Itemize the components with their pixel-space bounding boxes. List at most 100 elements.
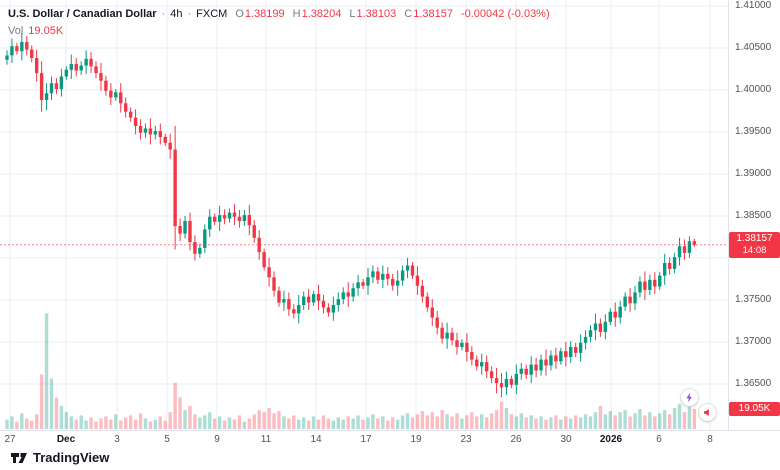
price-axis-label: 1.39500 xyxy=(735,125,772,137)
volume-bar xyxy=(277,411,281,429)
time-axis-label: 2026 xyxy=(599,434,623,445)
candle-body xyxy=(252,225,256,238)
candle-body xyxy=(311,294,316,303)
candle-body xyxy=(123,103,128,112)
volume-bar xyxy=(114,414,118,429)
volume-bar xyxy=(247,418,252,429)
exchange-label: FXCM xyxy=(196,8,228,20)
time-axis-label: Dec xyxy=(56,434,76,445)
candle-body xyxy=(415,275,420,286)
high-value: 1.38204 xyxy=(301,8,342,20)
low-value: 1.38103 xyxy=(356,8,397,20)
volume-row: Vol 19.05K xyxy=(8,25,63,37)
candle-body xyxy=(544,359,548,366)
volume-bar xyxy=(158,416,162,429)
candle-body xyxy=(430,307,434,318)
candle-body xyxy=(104,80,108,91)
volume-bar xyxy=(104,416,108,429)
time-axis-label: 23 xyxy=(460,434,472,445)
candle-body xyxy=(336,299,341,305)
volume-bar xyxy=(534,418,538,429)
volume-bar xyxy=(425,415,430,430)
volume-bar xyxy=(687,406,692,429)
volume-bar xyxy=(143,418,148,429)
candle-body xyxy=(598,323,603,332)
price-axis-label: 1.36500 xyxy=(735,378,772,389)
candle-body xyxy=(10,46,14,56)
candle-body xyxy=(34,58,39,74)
interval-label[interactable]: 4h xyxy=(170,8,183,20)
volume-bar xyxy=(306,420,311,429)
candlestick-chart-canvas[interactable] xyxy=(0,0,728,430)
candle-body xyxy=(321,300,326,308)
candle-body xyxy=(114,92,118,98)
open-value: 1.38199 xyxy=(244,8,285,20)
candle-body xyxy=(119,92,123,104)
candle-body xyxy=(109,90,113,98)
change-value: -0.00042 (-0.03%) xyxy=(460,8,550,20)
volume-bar xyxy=(415,414,420,429)
volume-bar xyxy=(504,408,509,429)
candle-body xyxy=(94,66,98,74)
volume-bar xyxy=(573,415,578,430)
tradingview-logo[interactable]: TradingView xyxy=(10,450,109,465)
candle-body xyxy=(89,58,93,67)
volume-bar xyxy=(311,416,316,429)
candle-body xyxy=(39,73,44,100)
volume-bar xyxy=(262,412,266,429)
candle-body xyxy=(509,378,514,385)
volume-bar xyxy=(692,409,697,429)
candle-body xyxy=(277,290,281,303)
candle-body xyxy=(573,347,578,353)
volume-bar xyxy=(613,415,617,430)
time-axis[interactable]: 27 Dec 3 5 9 11 14 17 19 23 26 30 2026 6 8 xyxy=(0,430,780,450)
ohlc-high: H 1.38204 xyxy=(293,8,342,20)
candle-body xyxy=(667,263,672,269)
candle-body xyxy=(677,246,682,258)
candle-body xyxy=(282,299,286,303)
lightning-icon xyxy=(686,392,692,403)
volume-bar xyxy=(163,420,167,429)
close-label: C xyxy=(404,8,413,20)
candle-body xyxy=(227,212,232,219)
volume-bar xyxy=(598,405,603,429)
candle-body xyxy=(638,281,642,293)
volume-bar xyxy=(217,416,222,429)
volume-bar xyxy=(653,416,657,429)
volume-bar xyxy=(346,416,350,429)
tradingview-logo-text: TradingView xyxy=(33,450,110,465)
candle-body xyxy=(475,359,479,367)
boost-icon[interactable] xyxy=(681,389,698,406)
volume-bar xyxy=(74,419,78,430)
volume-bar xyxy=(89,417,93,429)
volume-bar xyxy=(529,415,533,430)
candle-body xyxy=(153,131,158,135)
candle-body xyxy=(49,83,54,94)
candle-body xyxy=(287,299,291,310)
volume-bar xyxy=(128,415,133,430)
candle-body xyxy=(99,73,103,81)
volume-bar xyxy=(193,414,197,429)
candle-body xyxy=(425,296,430,308)
candle-body xyxy=(74,63,78,71)
volume-bar xyxy=(30,420,34,429)
volume-bar xyxy=(420,411,425,429)
price-axis[interactable]: 1.38157 14:08 19.05K 1.41000 1.40500 1.400… xyxy=(728,0,780,430)
volume-bar xyxy=(119,420,123,429)
volume-bar xyxy=(465,415,469,430)
candle-body xyxy=(391,278,395,286)
candle-body xyxy=(564,351,568,358)
candle-body xyxy=(346,292,350,297)
candle-body xyxy=(395,280,400,286)
volume-bar xyxy=(232,419,237,430)
volume-bar xyxy=(297,419,301,430)
volume-bar xyxy=(460,418,464,429)
symbol-name[interactable]: U.S. Dollar / Canadian Dollar xyxy=(8,8,157,20)
candle-body xyxy=(25,42,29,50)
candle-body xyxy=(445,332,449,339)
alert-icon[interactable] xyxy=(699,404,716,421)
candle-body xyxy=(569,347,573,358)
candle-body xyxy=(232,212,237,217)
volume-bar xyxy=(381,416,385,429)
low-label: L xyxy=(349,8,356,20)
